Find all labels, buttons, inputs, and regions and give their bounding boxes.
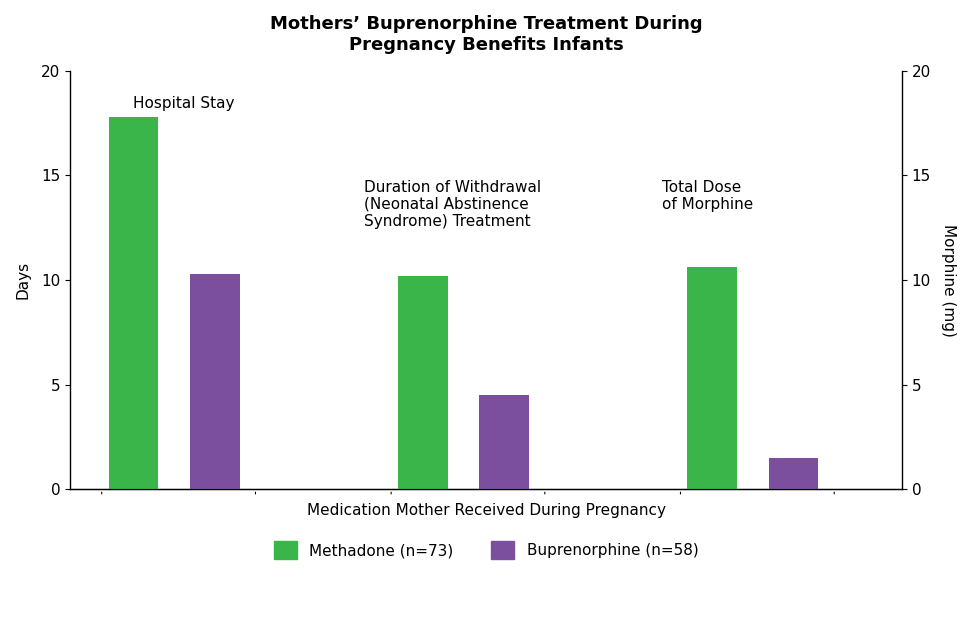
Legend: Methadone (n=73), Buprenorphine (n=58): Methadone (n=73), Buprenorphine (n=58): [268, 535, 704, 566]
Y-axis label: Morphine (mg): Morphine (mg): [941, 224, 956, 336]
Bar: [687, 267, 737, 489]
Text: Duration of Withdrawal
(Neonatal Abstinence
Syndrome) Treatment: Duration of Withdrawal (Neonatal Abstine…: [364, 179, 541, 229]
Bar: [190, 274, 240, 489]
Bar: [398, 276, 448, 489]
X-axis label: Medication Mother Received During Pregnancy: Medication Mother Received During Pregna…: [307, 503, 665, 518]
Bar: [109, 117, 158, 489]
Bar: [769, 458, 819, 489]
Bar: [480, 395, 529, 489]
Title: Mothers’ Buprenorphine Treatment During
Pregnancy Benefits Infants: Mothers’ Buprenorphine Treatment During …: [270, 15, 702, 54]
Y-axis label: Days: Days: [15, 261, 30, 299]
Text: Total Dose
of Morphine: Total Dose of Morphine: [662, 179, 753, 212]
Text: Hospital Stay: Hospital Stay: [133, 96, 235, 111]
